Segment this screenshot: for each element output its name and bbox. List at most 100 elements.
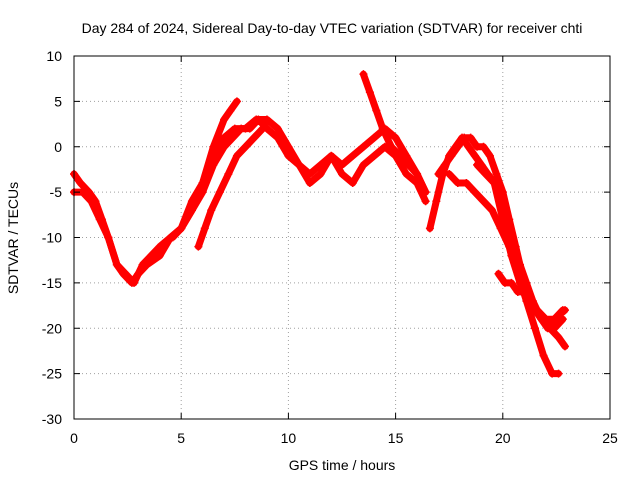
series-track-2 — [70, 116, 430, 287]
chart-title: Day 284 of 2024, Sidereal Day-to-day VTE… — [82, 20, 583, 36]
data-point — [232, 97, 241, 106]
data-point — [447, 151, 456, 160]
data-point — [434, 169, 443, 178]
y-axis-label: SDTVAR / TECUs — [5, 182, 21, 294]
data-point — [241, 142, 250, 151]
data-point — [539, 351, 548, 360]
data-point — [530, 324, 539, 333]
data-point — [209, 142, 218, 151]
y-tick-label: -30 — [42, 411, 62, 427]
data-point — [359, 142, 368, 151]
data-point — [359, 70, 368, 79]
data-point — [305, 179, 314, 188]
data-point — [104, 233, 113, 242]
data-point — [372, 106, 381, 115]
data-point — [464, 142, 473, 151]
data-point — [541, 315, 550, 324]
data-point — [479, 142, 488, 151]
data-point — [498, 215, 507, 224]
data-point — [453, 142, 462, 151]
data-point — [130, 278, 139, 287]
data-point — [207, 206, 216, 215]
x-tick-label: 10 — [281, 430, 297, 446]
series-track-3 — [169, 97, 241, 241]
data-point — [147, 251, 156, 260]
data-point — [215, 188, 224, 197]
data-point — [498, 188, 507, 197]
data-point — [220, 133, 229, 142]
data-point — [273, 124, 282, 133]
x-tick-label: 25 — [602, 430, 618, 446]
data-point — [421, 188, 430, 197]
data-point — [226, 106, 235, 115]
data-point — [258, 124, 267, 133]
data-point — [284, 142, 293, 151]
y-tick-label: 0 — [54, 139, 62, 155]
data-point — [507, 278, 516, 287]
data-point — [295, 160, 304, 169]
data-point — [481, 169, 490, 178]
data-point — [76, 179, 85, 188]
data-point — [187, 206, 196, 215]
data-point — [348, 151, 357, 160]
data-point — [391, 133, 400, 142]
data-point — [533, 306, 542, 315]
data-point — [95, 215, 104, 224]
data-point — [395, 151, 404, 160]
data-point — [490, 179, 499, 188]
data-point — [473, 160, 482, 169]
data-point — [526, 297, 535, 306]
data-point — [404, 160, 413, 169]
data-point — [250, 133, 259, 142]
data-series — [70, 70, 569, 378]
data-point — [488, 206, 497, 215]
data-point — [492, 169, 501, 178]
data-point — [432, 197, 441, 206]
data-point — [479, 197, 488, 206]
data-point — [466, 133, 475, 142]
data-point — [470, 151, 479, 160]
data-point — [425, 224, 434, 233]
data-point — [316, 169, 325, 178]
data-point — [121, 269, 130, 278]
data-point — [470, 188, 479, 197]
data-point — [440, 160, 449, 169]
data-point — [515, 278, 524, 287]
y-tick-label: -25 — [42, 366, 62, 382]
data-point — [155, 251, 164, 260]
data-point — [453, 179, 462, 188]
data-point — [155, 242, 164, 251]
data-point — [550, 324, 559, 333]
data-point — [338, 169, 346, 178]
data-point — [359, 160, 368, 169]
data-point — [485, 151, 494, 160]
grid-lines — [74, 56, 610, 419]
y-tick-label: -20 — [42, 320, 62, 336]
data-point — [200, 224, 209, 233]
data-point — [554, 369, 563, 378]
data-point — [413, 169, 422, 178]
y-tick-label: -5 — [50, 184, 63, 200]
data-point — [232, 151, 241, 160]
axis-ticks: 0 5 10 15 20 25 -30 -25 -20 -15 -10 -5 0 5 10 — [42, 48, 618, 446]
y-tick-label: -10 — [42, 230, 62, 246]
data-point — [327, 151, 336, 160]
data-point — [445, 169, 454, 178]
data-point — [177, 224, 186, 233]
data-point — [402, 169, 411, 178]
data-point — [348, 179, 357, 188]
data-point — [138, 260, 147, 269]
x-tick-label: 20 — [495, 430, 511, 446]
x-tick-label: 15 — [388, 430, 404, 446]
y-tick-label: 5 — [54, 93, 62, 109]
data-point — [168, 233, 177, 242]
data-point — [494, 269, 503, 278]
x-tick-label: 5 — [177, 430, 185, 446]
data-point — [198, 179, 207, 188]
data-point — [520, 287, 529, 296]
x-axis-label: GPS time / hours — [289, 457, 396, 473]
y-tick-label: 10 — [46, 48, 62, 64]
data-point — [550, 315, 559, 324]
data-point — [462, 179, 471, 188]
y-tick-label: -15 — [42, 275, 62, 291]
